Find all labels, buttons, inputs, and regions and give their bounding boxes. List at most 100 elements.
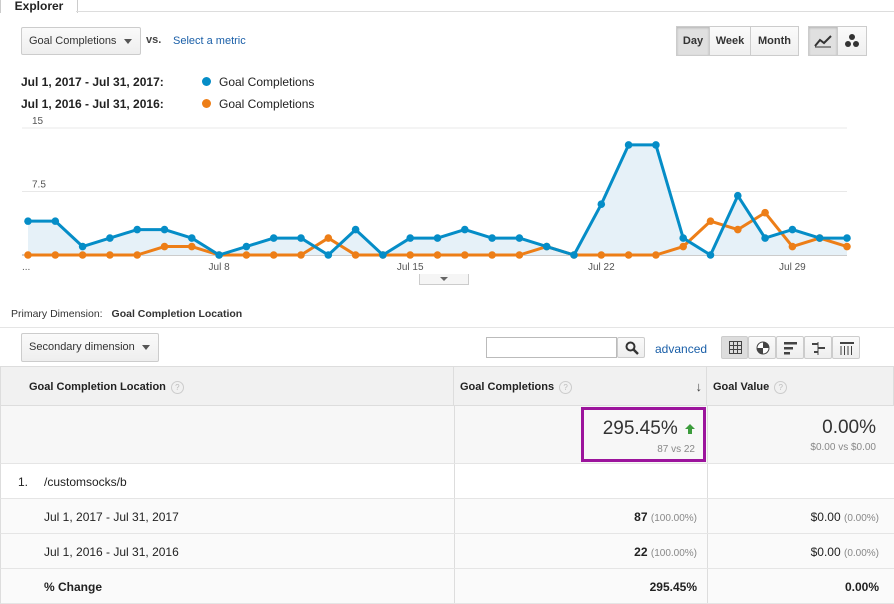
metric-select-label: Goal Completions: [29, 35, 117, 47]
legend-series-current: Goal Completions: [219, 75, 315, 89]
period-day-button[interactable]: Day: [676, 26, 710, 56]
chevron-down-icon: [142, 345, 150, 350]
data-point-current: [188, 234, 196, 242]
advanced-link[interactable]: advanced: [655, 342, 708, 356]
arrow-up-icon: [685, 424, 695, 434]
table-row: % Change 295.45% 0.00%: [0, 569, 894, 604]
column-divider: [707, 406, 708, 463]
line-chart-icon: [814, 35, 832, 48]
table-view-button[interactable]: [721, 336, 748, 359]
data-point-previous: [406, 251, 415, 259]
pie-view-button[interactable]: [748, 336, 776, 359]
x-tick-label: Jul 29: [779, 262, 806, 273]
data-point-previous: [515, 251, 524, 259]
column-header-value[interactable]: Goal Value?: [706, 366, 894, 406]
pivot-view-button[interactable]: [832, 336, 860, 359]
data-point-previous: [51, 251, 60, 259]
comparison-icon: [812, 342, 825, 355]
data-point-previous: [843, 242, 851, 251]
column-header-location[interactable]: Goal Completion Location?: [0, 366, 454, 406]
data-point-current: [652, 141, 660, 149]
bar-view-button[interactable]: [776, 336, 804, 359]
column-header-location-label: Goal Completion Location: [29, 381, 166, 393]
data-point-current: [406, 234, 415, 242]
row-completions-change: 295.45%: [649, 580, 697, 594]
column-divider: [707, 569, 708, 603]
summary-completions-compare: 87 vs 22: [657, 444, 695, 455]
row-location-link[interactable]: /customsocks/b: [44, 475, 127, 489]
column-divider: [454, 406, 455, 463]
summary-value-compare: $0.00 vs $0.00: [810, 442, 876, 453]
data-point-current: [51, 217, 60, 225]
data-point-current: [515, 234, 524, 242]
help-icon[interactable]: ?: [774, 380, 788, 394]
pie-chart-icon: [756, 341, 770, 355]
data-point-current: [433, 234, 442, 242]
data-point-current: [761, 234, 769, 242]
pivot-table-icon: [840, 342, 854, 355]
section-divider: [0, 327, 894, 328]
data-point-current: [706, 251, 715, 259]
search-button[interactable]: [617, 337, 645, 358]
data-point-current: [734, 191, 742, 200]
row-period-label: Jul 1, 2016 - Jul 31, 2016: [44, 545, 179, 559]
data-point-current: [788, 225, 797, 234]
row-value-change: 0.00%: [844, 580, 879, 594]
summary-completions-change: 295.45%: [603, 418, 695, 440]
line-chart: 15 7.5... Jul 8 Jul 15 Jul 22 Jul 29: [22, 116, 851, 273]
data-point-previous: [106, 251, 114, 259]
comparison-view-button[interactable]: [804, 336, 832, 359]
row-completions-pct: (100.00%): [650, 548, 697, 559]
data-point-current: [24, 217, 32, 225]
data-point-previous: [24, 251, 32, 259]
column-header-completions[interactable]: Goal Completions? ↓: [453, 366, 707, 406]
x-tick-label: Jul 22: [588, 262, 615, 273]
tab-explorer[interactable]: Explorer: [0, 0, 78, 13]
legend-dot-current: [202, 77, 211, 86]
data-point-previous: [761, 208, 769, 217]
data-point-current: [843, 234, 851, 242]
period-week-button[interactable]: Week: [709, 26, 751, 56]
data-point-previous: [297, 251, 305, 259]
period-month-button[interactable]: Month: [750, 26, 799, 56]
data-point-current: [351, 225, 360, 234]
data-point-previous: [324, 234, 333, 242]
chart-collapse-handle[interactable]: [419, 274, 469, 285]
data-point-current: [570, 251, 578, 259]
column-divider: [707, 464, 708, 498]
data-point-previous: [597, 251, 606, 259]
bar-chart-icon: [784, 342, 797, 355]
data-point-current: [324, 251, 333, 259]
column-divider: [454, 499, 455, 533]
highlight-box: 295.45% 87 vs 22: [581, 407, 706, 462]
data-point-previous: [351, 251, 360, 259]
legend-range-previous: Jul 1, 2016 - Jul 31, 2016:: [21, 97, 164, 111]
column-header-value-label: Goal Value: [713, 381, 770, 393]
data-point-previous: [433, 251, 442, 259]
column-divider: [454, 464, 455, 498]
column-divider: [454, 569, 455, 603]
row-change-label: % Change: [44, 580, 103, 594]
table-row: 1. /customsocks/b: [0, 464, 894, 499]
data-point-previous: [488, 251, 496, 259]
data-point-current: [297, 234, 305, 242]
data-point-previous: [624, 251, 633, 259]
help-icon[interactable]: ?: [559, 380, 573, 394]
secondary-dimension-select[interactable]: Secondary dimension: [21, 333, 159, 362]
primary-dimension-value[interactable]: Goal Completion Location: [111, 308, 243, 320]
line-chart-button[interactable]: [808, 26, 838, 56]
metric-select[interactable]: Goal Completions: [21, 27, 141, 55]
search-input[interactable]: [486, 337, 617, 358]
sort-descending-icon[interactable]: ↓: [695, 379, 703, 394]
data-point-current: [269, 234, 278, 242]
summary-value-change: 0.00%: [822, 417, 876, 438]
data-point-previous: [160, 242, 169, 251]
column-header-completions-label: Goal Completions: [460, 381, 555, 393]
data-point-current: [78, 242, 87, 251]
data-point-previous: [734, 225, 742, 234]
select-metric-link[interactable]: Select a metric: [173, 35, 246, 47]
motion-chart-button[interactable]: [837, 26, 867, 56]
data-point-previous: [706, 217, 715, 225]
help-icon[interactable]: ?: [170, 380, 184, 394]
data-point-previous: [242, 251, 251, 259]
